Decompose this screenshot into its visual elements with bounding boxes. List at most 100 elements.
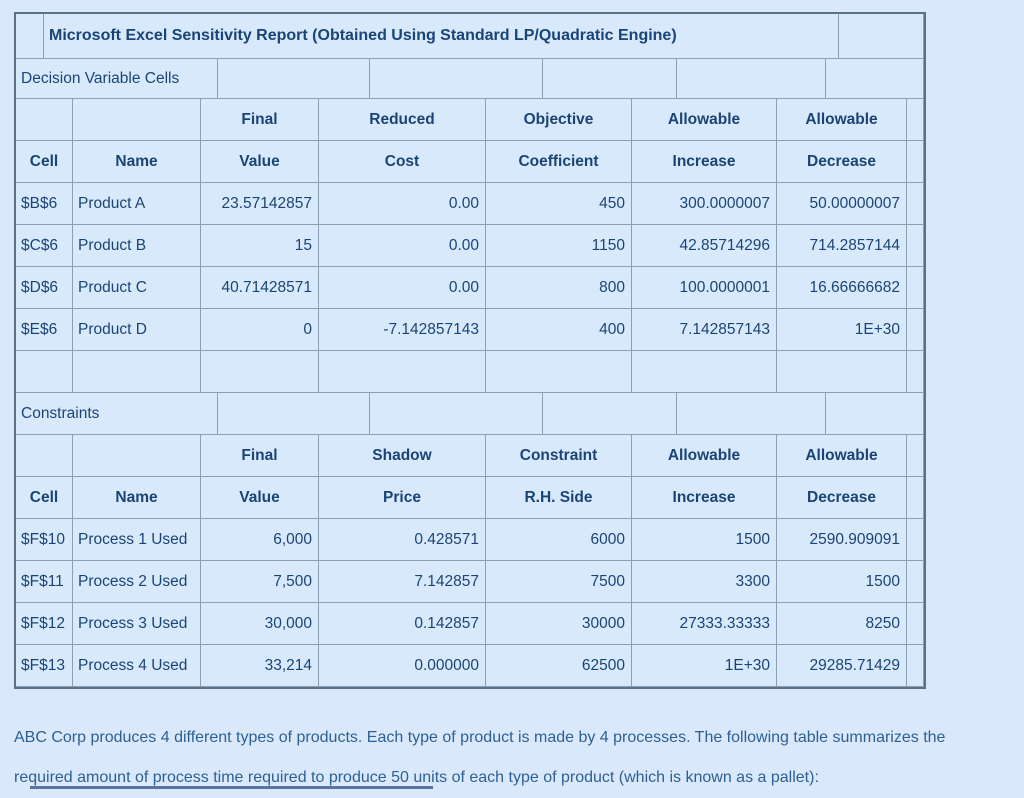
cell-reduced-cost: 0.00 bbox=[319, 183, 486, 225]
cell-name: Process 1 Used bbox=[73, 519, 201, 561]
cell-name: Process 2 Used bbox=[73, 561, 201, 603]
cell-allowable-decrease: 1E+30 bbox=[777, 309, 907, 351]
decision-header-row-2: Cell Name Value Cost Coefficient Increas… bbox=[16, 141, 924, 183]
table-row: $F$13 Process 4 Used 33,214 0.000000 625… bbox=[16, 645, 924, 687]
cell-shadow-price: 0.000000 bbox=[319, 645, 486, 687]
header-cell: Constraint bbox=[486, 435, 632, 477]
constraints-header-row-2: Cell Name Value Price R.H. Side Increase… bbox=[16, 477, 924, 519]
empty-cell bbox=[543, 393, 677, 435]
empty-cell bbox=[907, 183, 924, 225]
cell-allowable-decrease: 1500 bbox=[777, 561, 907, 603]
empty-cell bbox=[677, 393, 826, 435]
header-cell: Decrease bbox=[777, 141, 907, 183]
header-cell: Allowable bbox=[777, 435, 907, 477]
header-cell: Name bbox=[73, 141, 201, 183]
cell-allowable-decrease: 2590.909091 bbox=[777, 519, 907, 561]
header-cell: Increase bbox=[632, 477, 777, 519]
constraints-header-row-1: Final Shadow Constraint Allowable Allowa… bbox=[16, 435, 924, 477]
empty-cell bbox=[218, 59, 370, 99]
cell-name: Product D bbox=[73, 309, 201, 351]
empty-cell bbox=[73, 99, 201, 141]
cell-final-value: 7,500 bbox=[201, 561, 319, 603]
header-cell: Name bbox=[73, 477, 201, 519]
empty-cell bbox=[73, 351, 201, 393]
cell-rhs: 7500 bbox=[486, 561, 632, 603]
table-row: $F$12 Process 3 Used 30,000 0.142857 300… bbox=[16, 603, 924, 645]
decision-section-label: Decision Variable Cells bbox=[16, 59, 218, 99]
table-row: $F$11 Process 2 Used 7,500 7.142857 7500… bbox=[16, 561, 924, 603]
empty-cell bbox=[201, 351, 319, 393]
empty-cell bbox=[777, 351, 907, 393]
header-cell: Allowable bbox=[777, 99, 907, 141]
cell-allowable-decrease: 16.66666682 bbox=[777, 267, 907, 309]
cell-reduced-cost: 0.00 bbox=[319, 225, 486, 267]
cell-rhs: 62500 bbox=[486, 645, 632, 687]
header-cell: Final bbox=[201, 435, 319, 477]
table-row: $E$6 Product D 0 -7.142857143 400 7.1428… bbox=[16, 309, 924, 351]
cell-name: Process 4 Used bbox=[73, 645, 201, 687]
header-cell: Allowable bbox=[632, 99, 777, 141]
cell-objective-coefficient: 400 bbox=[486, 309, 632, 351]
empty-cell bbox=[543, 59, 677, 99]
empty-cell bbox=[907, 561, 924, 603]
cell-rhs: 6000 bbox=[486, 519, 632, 561]
cell-final-value: 6,000 bbox=[201, 519, 319, 561]
empty-cell bbox=[319, 351, 486, 393]
cell-name: Product A bbox=[73, 183, 201, 225]
empty-cell bbox=[907, 519, 924, 561]
header-cell: Price bbox=[319, 477, 486, 519]
table-row: $D$6 Product C 40.71428571 0.00 800 100.… bbox=[16, 267, 924, 309]
header-cell: R.H. Side bbox=[486, 477, 632, 519]
constraints-section-label-row: Constraints bbox=[16, 393, 924, 435]
cell-allowable-decrease: 714.2857144 bbox=[777, 225, 907, 267]
cell-allowable-decrease: 50.00000007 bbox=[777, 183, 907, 225]
description-paragraph: ABC Corp produces 4 different types of p… bbox=[14, 729, 946, 786]
cell-objective-coefficient: 800 bbox=[486, 267, 632, 309]
cell-ref: $E$6 bbox=[16, 309, 73, 351]
cell-allowable-increase: 27333.33333 bbox=[632, 603, 777, 645]
empty-cell bbox=[907, 645, 924, 687]
cell-allowable-increase: 1500 bbox=[632, 519, 777, 561]
empty-cell bbox=[16, 351, 73, 393]
table-row: $C$6 Product B 15 0.00 1150 42.85714296 … bbox=[16, 225, 924, 267]
empty-cell bbox=[16, 14, 44, 59]
header-cell: Decrease bbox=[777, 477, 907, 519]
empty-cell bbox=[826, 393, 924, 435]
cell-final-value: 23.57142857 bbox=[201, 183, 319, 225]
cell-allowable-increase: 42.85714296 bbox=[632, 225, 777, 267]
cell-final-value: 40.71428571 bbox=[201, 267, 319, 309]
cell-allowable-increase: 3300 bbox=[632, 561, 777, 603]
cell-ref: $F$10 bbox=[16, 519, 73, 561]
sensitivity-report-table: Microsoft Excel Sensitivity Report (Obta… bbox=[14, 12, 926, 689]
cell-ref: $F$12 bbox=[16, 603, 73, 645]
header-cell: Value bbox=[201, 477, 319, 519]
empty-cell bbox=[826, 59, 924, 99]
next-table-cutoff-edge bbox=[30, 786, 433, 789]
header-cell: Increase bbox=[632, 141, 777, 183]
header-cell: Cost bbox=[319, 141, 486, 183]
title-row: Microsoft Excel Sensitivity Report (Obta… bbox=[16, 14, 924, 59]
cell-final-value: 30,000 bbox=[201, 603, 319, 645]
cell-allowable-increase: 1E+30 bbox=[632, 645, 777, 687]
cell-allowable-decrease: 8250 bbox=[777, 603, 907, 645]
constraints-section-label: Constraints bbox=[16, 393, 218, 435]
empty-cell bbox=[907, 99, 924, 141]
header-cell: Cell bbox=[16, 477, 73, 519]
empty-cell bbox=[907, 477, 924, 519]
decision-header-row-1: Final Reduced Objective Allowable Allowa… bbox=[16, 99, 924, 141]
cell-final-value: 0 bbox=[201, 309, 319, 351]
cell-name: Process 3 Used bbox=[73, 603, 201, 645]
cell-allowable-decrease: 29285.71429 bbox=[777, 645, 907, 687]
empty-cell bbox=[907, 351, 924, 393]
cell-reduced-cost: -7.142857143 bbox=[319, 309, 486, 351]
cell-shadow-price: 0.428571 bbox=[319, 519, 486, 561]
empty-cell bbox=[907, 603, 924, 645]
header-cell: Objective bbox=[486, 99, 632, 141]
empty-cell bbox=[370, 393, 543, 435]
empty-cell bbox=[907, 435, 924, 477]
cell-ref: $F$11 bbox=[16, 561, 73, 603]
cell-allowable-increase: 300.0000007 bbox=[632, 183, 777, 225]
cell-reduced-cost: 0.00 bbox=[319, 267, 486, 309]
cell-shadow-price: 7.142857 bbox=[319, 561, 486, 603]
cell-ref: $B$6 bbox=[16, 183, 73, 225]
